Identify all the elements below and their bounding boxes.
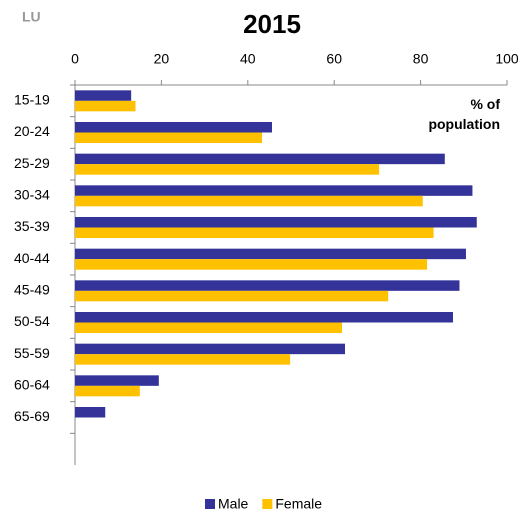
y-tick-label: 60-64: [14, 377, 50, 393]
bar: [75, 195, 423, 207]
bar: [75, 290, 389, 302]
bar: [75, 132, 263, 143]
annotation: % of population: [428, 96, 500, 132]
bar: [75, 90, 132, 101]
bar: [75, 217, 477, 228]
bar: [75, 407, 106, 418]
y-tick-label: 15-19: [14, 92, 50, 108]
y-tick-label: 40-44: [14, 250, 50, 266]
y-tick-label: 20-24: [14, 123, 50, 139]
bar: [75, 227, 434, 238]
y-tick-label: 55-59: [14, 345, 50, 361]
bar: [75, 280, 460, 291]
chart-title: 2015: [243, 9, 301, 39]
y-tick-label: 65-69: [14, 408, 50, 424]
bar: [75, 122, 272, 133]
y-tick-label: 50-54: [14, 313, 50, 329]
x-tick-label: 40: [240, 51, 256, 67]
bar: [75, 385, 140, 397]
y-tick-label: 35-39: [14, 218, 50, 234]
bar: [75, 100, 136, 112]
legend-label: Male: [218, 496, 249, 512]
bar: [75, 343, 345, 355]
y-tick-label: 30-34: [14, 187, 50, 203]
bar: [75, 153, 445, 165]
bar: [75, 375, 159, 386]
bar: [75, 248, 466, 260]
y-tick-label: 45-49: [14, 282, 50, 298]
legend-swatch: [205, 499, 215, 509]
x-tick-label: 20: [154, 51, 170, 67]
x-tick-label: 60: [326, 51, 342, 67]
y-tick-label: 25-29: [14, 155, 50, 171]
legend-label: Female: [275, 496, 322, 512]
bar: [75, 164, 380, 175]
x-tick-label: 0: [71, 51, 79, 67]
bar: [75, 185, 473, 196]
bar: [75, 259, 428, 270]
bar: [75, 322, 342, 333]
bar: [75, 312, 453, 323]
x-tick-label: 100: [495, 51, 519, 67]
corner-label: LU: [22, 9, 41, 25]
bar: [75, 354, 291, 365]
legend-swatch: [262, 499, 273, 509]
x-tick-label: 80: [413, 51, 429, 67]
